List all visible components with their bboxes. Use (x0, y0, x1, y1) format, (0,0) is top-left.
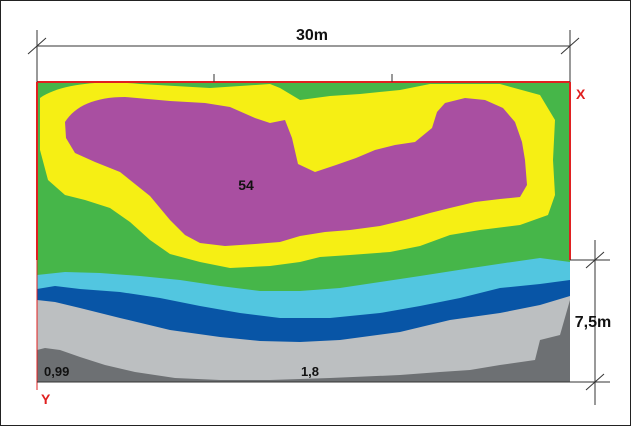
height-dimension (570, 240, 610, 405)
y-axis-label: Y (41, 391, 51, 407)
x-axis-label: X (576, 86, 586, 102)
width-label: 30m (296, 27, 328, 44)
height-label: 7,5m (575, 314, 611, 331)
value-bottom-center-label: 1,8 (301, 364, 319, 379)
value-bottom-left-label: 0,99 (44, 364, 69, 379)
value-center-label: 54 (238, 177, 254, 193)
zone-magenta (65, 97, 527, 246)
contour-map (37, 82, 570, 382)
width-dimension (27, 30, 580, 82)
